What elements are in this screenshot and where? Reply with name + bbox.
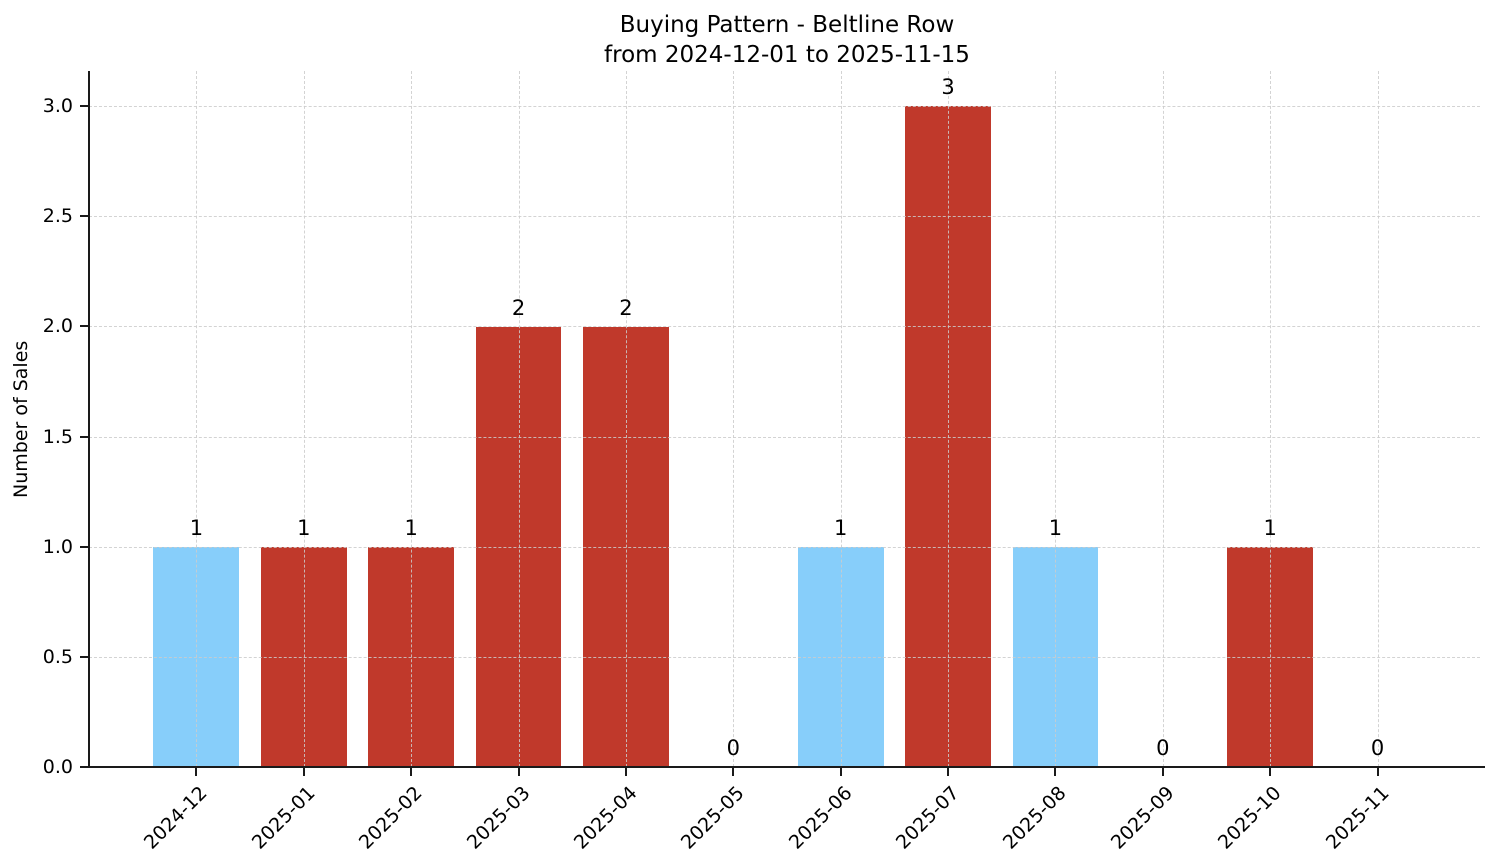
x-tick-label: 2025-02 (355, 782, 427, 854)
bar-2025-04 (582, 326, 669, 767)
y-tick-mark (80, 215, 89, 218)
gridline-horizontal (89, 106, 1480, 108)
chart-title-block: Buying Pattern - Beltline Row from 2024-… (89, 11, 1485, 71)
bar-value-label: 1 (834, 515, 848, 540)
gridline-vertical (733, 71, 735, 767)
plot-area: 0.0 0.5 1.0 1.5 2.0 2.5 3.0 2024-12 1 2025-01 1 202… (43, 71, 1485, 854)
bar-value-label: 3 (941, 75, 955, 100)
bar-value-label: 1 (189, 515, 204, 540)
y-tick-mark (80, 655, 89, 658)
x-tick-label: 2025-06 (784, 782, 857, 854)
y-tick-label: 0.0 (42, 756, 73, 778)
y-tick-label: 2.5 (42, 205, 73, 228)
x-tick-label: 2025-09 (1106, 782, 1179, 854)
x-tick-label: 2025-01 (247, 782, 320, 854)
x-tick-mark (839, 767, 842, 776)
y-axis-label: Number of Sales (10, 340, 32, 498)
bar-2025-07 (905, 106, 992, 767)
bar-value-label: 1 (404, 515, 418, 540)
x-tick-mark (1269, 767, 1272, 776)
bar-value-label: 2 (511, 295, 526, 320)
x-tick-mark (732, 767, 735, 776)
bar-2025-01 (260, 546, 347, 767)
y-tick-label: 0.5 (42, 645, 73, 668)
bar-2025-03 (475, 326, 562, 767)
gridline-vertical (1162, 71, 1164, 767)
chart-title: Buying Pattern - Beltline Row (619, 12, 955, 38)
y-tick-label: 1.0 (42, 535, 73, 558)
bar-2025-06 (797, 546, 884, 767)
x-tick-label: 2025-11 (1321, 782, 1394, 854)
x-tick-mark (1376, 767, 1379, 776)
x-tick-mark (624, 767, 627, 776)
x-tick-label: 2025-07 (891, 782, 964, 854)
bar-2024-12 (153, 546, 240, 767)
x-tick-label: 2025-04 (569, 782, 642, 854)
x-tick-mark (1054, 767, 1057, 776)
y-tick-label: 3.0 (42, 95, 73, 118)
y-axis-spine (88, 71, 90, 767)
x-tick-mark (195, 767, 198, 776)
x-tick-mark (410, 767, 413, 776)
x-axis-spine (87, 766, 1485, 768)
x-tick-label: 2025-05 (677, 782, 749, 854)
x-tick-label: 2025-10 (1214, 782, 1286, 854)
gridline-horizontal (89, 326, 1480, 328)
bar-value-label: 1 (1048, 515, 1063, 540)
y-tick-mark (80, 325, 89, 328)
x-tick-label: 2025-03 (462, 782, 535, 854)
bar-value-label: 0 (726, 736, 740, 760)
y-tick-mark (80, 105, 89, 108)
bar-value-label: 2 (619, 295, 633, 320)
bar-value-label: 1 (297, 515, 311, 540)
bar-value-label: 0 (1370, 736, 1385, 760)
gridline-horizontal (89, 216, 1480, 218)
bar-value-label: 0 (1156, 736, 1170, 760)
bar-2025-10 (1227, 546, 1314, 767)
gridline-horizontal (89, 436, 1480, 438)
x-tick-mark (302, 767, 305, 776)
x-tick-mark (517, 767, 520, 776)
bar-2025-02 (368, 546, 455, 767)
gridline-vertical (1377, 71, 1379, 767)
bar-2025-08 (1012, 546, 1099, 767)
x-tick-label: 2024-12 (140, 782, 212, 854)
y-tick-mark (80, 766, 89, 768)
y-tick-mark (80, 545, 89, 548)
x-tick-mark (1161, 767, 1164, 776)
x-tick-mark (947, 767, 950, 776)
chart-subtitle: from 2024-12-01 to 2025-11-15 (604, 41, 970, 68)
bar-value-label: 1 (1263, 515, 1277, 540)
y-tick-label: 2.0 (42, 315, 73, 338)
y-tick-mark (80, 435, 89, 438)
x-tick-label: 2025-08 (999, 782, 1072, 854)
y-tick-label: 1.5 (42, 425, 73, 448)
